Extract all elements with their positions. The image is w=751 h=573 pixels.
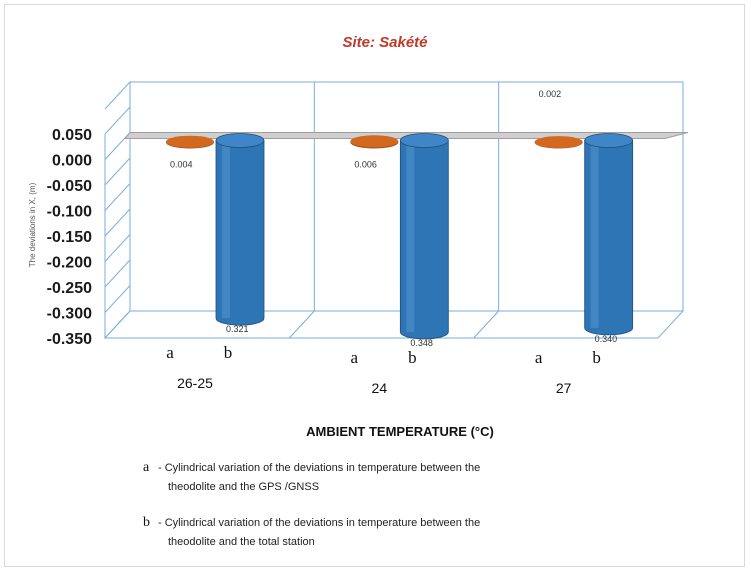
bar-b bbox=[584, 140, 634, 336]
y-tick-label: -0.200 bbox=[47, 255, 92, 272]
side-wall-top bbox=[104, 81, 131, 110]
data-label-a: 0.004 bbox=[170, 160, 193, 170]
series-a-tick: a bbox=[166, 343, 174, 362]
data-label-b: 0.340 bbox=[595, 334, 618, 344]
legend-text: theodolite and the total station bbox=[168, 536, 315, 548]
bar-b-top bbox=[399, 133, 449, 148]
legend-text: theodolite and the GPS /GNSS bbox=[168, 481, 319, 493]
x-axis-label: AMBIENT TEMPERATURE (°C) bbox=[306, 424, 494, 439]
group-label: 24 bbox=[372, 380, 388, 396]
side-gridline bbox=[104, 208, 131, 237]
legend-text: - Cylindrical variation of the deviation… bbox=[158, 517, 480, 529]
group-label: 26-25 bbox=[177, 375, 213, 391]
data-labels: 0.004 0.321 0.006 0.348 0.002 0.340 bbox=[170, 89, 617, 348]
y-tick-label: -0.350 bbox=[47, 331, 92, 348]
y-tick-label: 0.000 bbox=[52, 153, 92, 170]
side-gridline bbox=[104, 106, 131, 135]
bar-b-top bbox=[584, 133, 634, 148]
bar-a bbox=[350, 135, 399, 148]
series-a-tick: a bbox=[535, 348, 543, 367]
legend-key: b bbox=[143, 515, 150, 530]
legend-key: a bbox=[143, 460, 150, 475]
y-axis-label: The deviations in X, (m) bbox=[28, 182, 37, 267]
side-gridline bbox=[104, 183, 131, 211]
floor-divider bbox=[473, 310, 500, 339]
bar-b-highlight bbox=[222, 140, 230, 319]
chart-title: Site: Sakété bbox=[342, 34, 427, 51]
side-gridline bbox=[104, 285, 131, 313]
legend-text: - Cylindrical variation of the deviation… bbox=[158, 462, 480, 474]
y-tick-label: -0.250 bbox=[47, 280, 92, 297]
y-tick-label: -0.300 bbox=[47, 306, 92, 323]
data-label-b: 0.348 bbox=[410, 338, 433, 348]
legend: a - Cylindrical variation of the deviatio… bbox=[143, 460, 480, 548]
data-label-b: 0.321 bbox=[226, 324, 249, 334]
series-b-tick: b bbox=[592, 348, 601, 367]
bar-b bbox=[215, 140, 265, 326]
y-tick-label: -0.150 bbox=[47, 229, 92, 246]
bar-b-top bbox=[215, 133, 265, 148]
group-label: 27 bbox=[556, 380, 572, 396]
data-label-a: 0.006 bbox=[354, 160, 377, 170]
bar-a bbox=[534, 136, 583, 149]
side-gridline bbox=[104, 157, 131, 186]
bar-b bbox=[399, 140, 449, 340]
bar-a bbox=[166, 135, 214, 148]
side-gridline bbox=[104, 259, 131, 288]
chart-frame bbox=[4, 4, 745, 567]
bars bbox=[166, 133, 634, 340]
bar-b-highlight bbox=[590, 140, 599, 328]
floor-divider bbox=[288, 310, 315, 339]
bar-b-highlight bbox=[406, 140, 415, 332]
series-b-tick: b bbox=[224, 343, 233, 362]
series-a-tick: a bbox=[351, 348, 359, 367]
side-gridline bbox=[104, 234, 131, 262]
y-tick-label: -0.100 bbox=[47, 204, 92, 221]
y-tick-labels: 0.050 0.000 -0.050 -0.100 -0.150 -0.200 -0.250… bbox=[47, 127, 92, 348]
y-tick-label: -0.050 bbox=[47, 178, 92, 195]
y-tick-label: 0.050 bbox=[52, 127, 92, 144]
series-b-tick: b bbox=[408, 348, 417, 367]
data-label-a: 0.002 bbox=[539, 89, 562, 99]
floor bbox=[103, 310, 685, 339]
